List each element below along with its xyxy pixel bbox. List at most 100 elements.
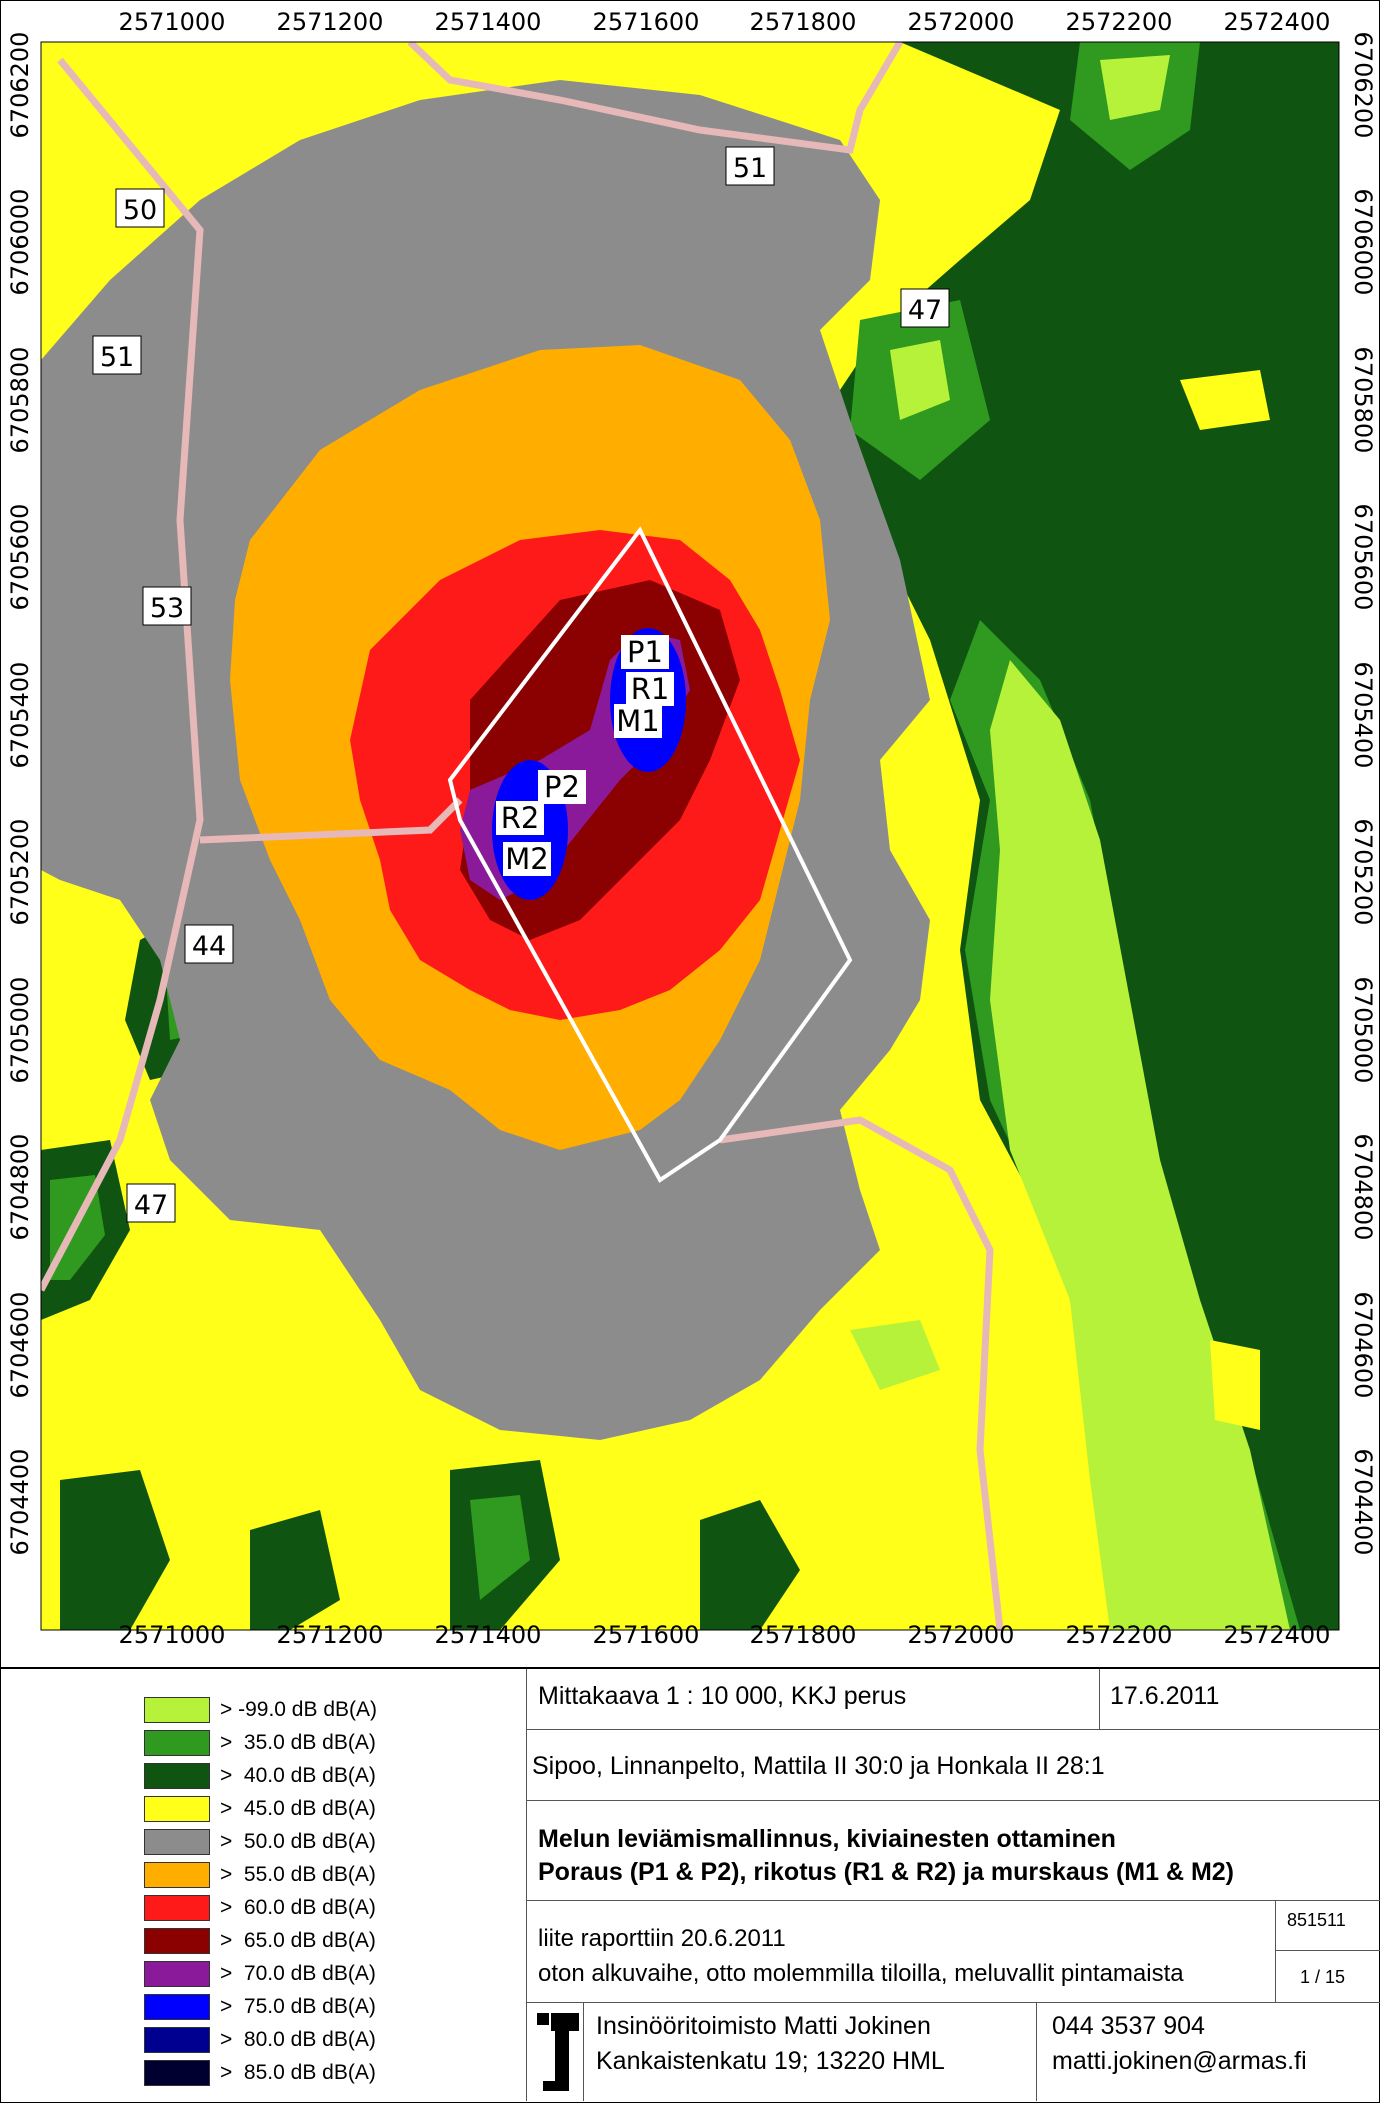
title-line-1: Melun leviämismallinnus, kiviainesten ot…: [538, 1825, 1116, 1853]
y-tick-label-right: 6706200: [1349, 32, 1377, 139]
email-text: matti.jokinen@armas.fi: [1052, 2047, 1307, 2075]
company-name: Insinööritoimisto Matti Jokinen: [596, 2012, 931, 2040]
noise-level-callout-box: [184, 924, 234, 964]
zone-under35-e-n: [890, 340, 950, 420]
noise-level-callout-box: [92, 335, 142, 375]
legend-row: > 85.0 dB dB(A): [144, 2056, 376, 2089]
page-number: 1 / 15: [1300, 1967, 1346, 1987]
road-southeast: [719, 1116, 1004, 1630]
noise-level-callout: 53: [150, 593, 184, 624]
x-tick-label-bottom: 2572000: [908, 1621, 1015, 1649]
zone-40db-s3: [700, 1500, 800, 1630]
zone-under35-se: [850, 1320, 940, 1390]
legend-row: > -99.0 dB dB(A): [144, 1693, 377, 1726]
legend-swatch: [144, 2059, 210, 2086]
legend-row: > 75.0 dB dB(A): [144, 1990, 376, 2023]
y-tick-label-right: 6704800: [1349, 1134, 1377, 1241]
source-label-box: [621, 635, 669, 669]
axis-left: 6706200 6706000 6705800 6705600 6705400 67052…: [6, 32, 34, 1556]
road-north: [407, 42, 904, 154]
y-tick-label-left: 6705800: [6, 347, 34, 454]
x-tick-label-top: 2571800: [750, 8, 857, 36]
company-address: Kankaistenkatu 19; 13220 HML: [596, 2047, 945, 2075]
noise-level-callout-box: [142, 586, 192, 626]
callouts: 50 51 51 47 53 44 47: [92, 146, 950, 1223]
report-line-2: oton alkuvaihe, otto molemmilla tiloilla…: [538, 1960, 1184, 1987]
legend-label: > 80.0 dB dB(A): [220, 2027, 376, 2051]
noise-level-callout-box: [126, 1183, 176, 1223]
y-tick-label-left: 6705600: [6, 504, 34, 611]
tb-h4: [526, 2002, 1380, 2003]
noise-level-callout: 51: [733, 153, 767, 184]
y-tick-label-left: 6705200: [6, 819, 34, 926]
legend-label: > 55.0 dB dB(A): [220, 1862, 376, 1886]
zone-45db-e-patch: [1210, 1340, 1260, 1430]
y-tick-label-right: 6705800: [1349, 347, 1377, 454]
zone-45db-ne-patch: [1180, 370, 1270, 430]
legend-swatch: [144, 1894, 210, 1921]
source-label-box: [503, 842, 551, 876]
y-tick-label-right: 6704400: [1349, 1449, 1377, 1556]
legend-swatch: [144, 1861, 210, 1888]
x-tick-label-bottom: 2572400: [1224, 1621, 1331, 1649]
x-tick-label-bottom: 2571400: [435, 1621, 542, 1649]
tb-h2: [526, 1800, 1380, 1801]
phone-text: 044 3537 904: [1052, 2012, 1205, 2040]
source-label-r2: R2: [501, 801, 540, 835]
map-frame: [40, 41, 1340, 1631]
legend-row: > 55.0 dB dB(A): [144, 1858, 376, 1891]
axis-bottom: 2571000 2571200 2571400 2571600 2571800 25720…: [119, 1621, 1331, 1649]
legend-row: > 70.0 dB dB(A): [144, 1957, 376, 1990]
x-tick-label-bottom: 2571600: [593, 1621, 700, 1649]
legend-swatch: [144, 1729, 210, 1756]
y-tick-label-left: 6705400: [6, 662, 34, 769]
x-tick-label-top: 2572000: [908, 8, 1015, 36]
legend-label: > 35.0 dB dB(A): [220, 1730, 376, 1754]
x-tick-label-top: 2572200: [1066, 8, 1173, 36]
zone-35db-s2: [470, 1495, 530, 1600]
source-label-box: [538, 770, 586, 804]
job-number: 851511: [1287, 1910, 1346, 1930]
legend-label: > 70.0 dB dB(A): [220, 1961, 376, 1985]
x-tick-label-bottom: 2572200: [1066, 1621, 1173, 1649]
date-text: 17.6.2011: [1110, 1682, 1220, 1710]
noise-level-callout: 47: [908, 295, 942, 326]
location-text: Sipoo, Linnanpelto, Mattila II 30:0 ja H…: [532, 1752, 1105, 1780]
title-line-2: Poraus (P1 & P2), rikotus (R1 & R2) ja m…: [538, 1858, 1235, 1886]
source-label-p2: P2: [544, 770, 580, 804]
source-label-m2: M2: [505, 842, 548, 876]
report-line-1: liite raporttiin 20.6.2011: [538, 1925, 786, 1952]
scale-text: Mittakaava 1 : 10 000, KKJ perus: [538, 1682, 907, 1710]
y-tick-label-right: 6706000: [1349, 189, 1377, 296]
legend-row: > 45.0 dB dB(A): [144, 1792, 376, 1825]
axis-right: 6706200 6706000 6705800 6705600 6705400 67052…: [1349, 32, 1377, 1556]
legend-swatch: [144, 1762, 210, 1789]
company-logo-icon: [537, 2013, 579, 2091]
legend-label: > -99.0 dB dB(A): [220, 1697, 377, 1721]
legend-label: > 60.0 dB dB(A): [220, 1895, 376, 1919]
legend-row: > 60.0 dB dB(A): [144, 1891, 376, 1924]
legend-label: > 40.0 dB dB(A): [220, 1763, 376, 1787]
y-tick-label-left: 6706200: [6, 32, 34, 139]
x-tick-label-bottom: 2571000: [119, 1621, 226, 1649]
noise-level-callout-box: [115, 188, 165, 228]
noise-map[interactable]: 2571000 2571200 2571400 2571600 2571800 25720…: [0, 0, 1380, 1667]
y-tick-label-right: 6705400: [1349, 662, 1377, 769]
legend-swatch: [144, 1927, 210, 1954]
legend-row: > 80.0 dB dB(A): [144, 2023, 376, 2056]
legend-row: > 35.0 dB dB(A): [144, 1726, 376, 1759]
y-tick-label-right: 6705200: [1349, 819, 1377, 926]
legend-label: > 85.0 dB dB(A): [220, 2060, 376, 2084]
tb-v-logo: [583, 2002, 584, 2101]
noise-level-callout: 50: [123, 195, 157, 226]
noise-level-callout: 51: [100, 342, 134, 373]
source-label-m1: M1: [616, 704, 659, 738]
legend-swatch: [144, 2026, 210, 2053]
y-tick-label-right: 6704600: [1349, 1292, 1377, 1399]
y-tick-label-left: 6704600: [6, 1292, 34, 1399]
quarry-boundary: [447, 526, 853, 1183]
tb-v-date: [1099, 1669, 1100, 1729]
legend-swatch: [144, 1993, 210, 2020]
tb-v-contact: [1036, 2002, 1037, 2101]
